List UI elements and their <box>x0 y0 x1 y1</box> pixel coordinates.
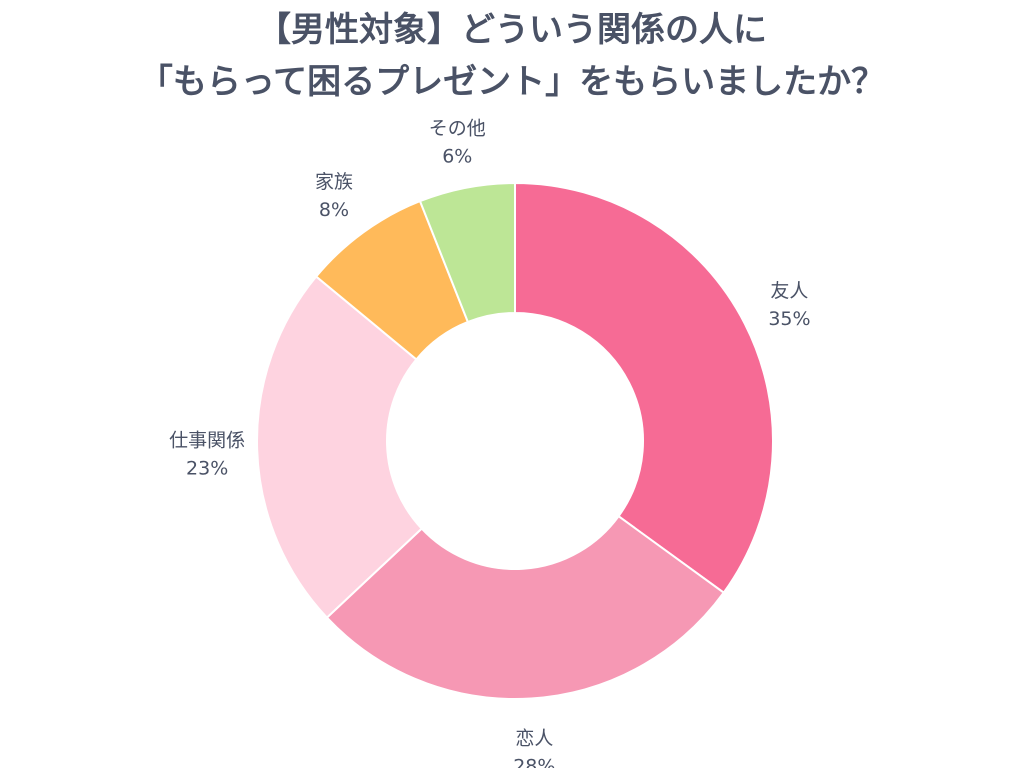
slice-category-label-1: 恋人 <box>515 727 553 749</box>
slice-value-label-4: 6% <box>442 145 472 167</box>
slice-value-label-3: 8% <box>319 199 349 221</box>
slice-label-4: その他 6% <box>429 117 486 167</box>
donut-slice-2 <box>256 275 424 620</box>
slice-category-label-3: 家族 <box>315 171 353 193</box>
slice-value-label-2: 23% <box>186 458 228 480</box>
slice-value-label-1: 28% <box>513 755 555 768</box>
chart-title: 【男性対象】どういう関係の人に 「もらって困るプレゼント」をもらいましたか？ <box>0 4 1024 108</box>
slice-label-1: 恋人 28% <box>513 727 555 768</box>
donut-slice-0 <box>514 181 774 595</box>
slice-category-label-0: 友人 <box>770 280 808 302</box>
slice-label-0: 友人 35% <box>768 280 810 330</box>
slice-category-label-4: その他 <box>429 117 486 139</box>
chart-title-line-1: 【男性対象】どういう関係の人に <box>257 10 767 50</box>
slice-label-3: 家族 8% <box>315 171 353 221</box>
chart-title-line-2: 「もらって困るプレゼント」をもらいましたか？ <box>138 62 886 102</box>
slice-label-2: 仕事関係 23% <box>169 430 245 480</box>
donut-slice-1 <box>325 514 726 700</box>
slice-category-label-2: 仕事関係 <box>169 430 245 452</box>
donut-slice-4 <box>418 181 516 324</box>
slice-value-label-0: 35% <box>768 308 810 330</box>
